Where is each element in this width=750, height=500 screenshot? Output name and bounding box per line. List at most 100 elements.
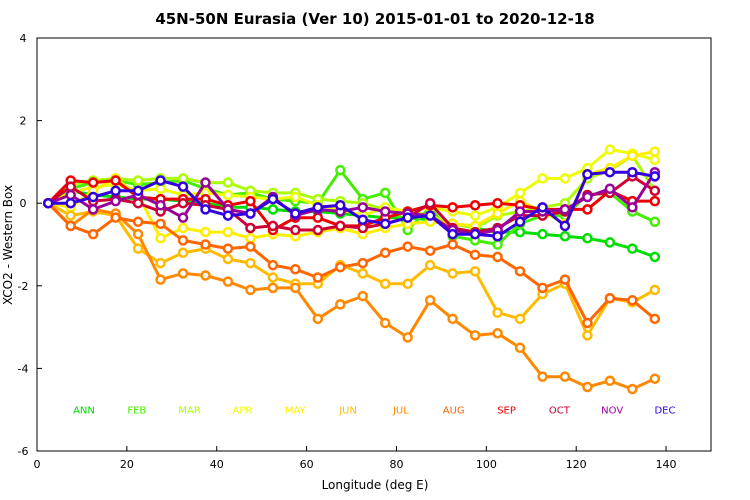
data-point <box>559 173 571 184</box>
y-tick-label: -4 <box>18 362 29 375</box>
x-axis-label: Longitude (deg E) <box>322 478 429 492</box>
data-point <box>492 328 503 339</box>
legend-item: MAY <box>285 406 307 417</box>
data-point <box>222 243 234 254</box>
data-point <box>132 243 144 254</box>
data-point <box>604 375 616 387</box>
chart-title: 45N-50N Eurasia (Ver 10) 2015-01-01 to 2… <box>155 10 594 28</box>
data-point <box>379 247 391 259</box>
y-axis: -6 -4 -2 0 2 4 <box>18 32 42 458</box>
data-point <box>155 233 166 244</box>
data-point <box>447 239 458 250</box>
data-point <box>627 150 638 161</box>
data-point <box>492 230 503 242</box>
data-point <box>604 183 616 194</box>
legend-item: FEB <box>127 406 146 417</box>
data-point <box>312 313 324 325</box>
series-dec <box>42 166 661 242</box>
data-point <box>469 210 481 221</box>
data-point <box>402 332 413 343</box>
legend-item: NOV <box>601 406 623 417</box>
data-point <box>245 195 256 207</box>
series-line <box>47 171 657 236</box>
data-point <box>312 272 324 283</box>
data-point <box>245 257 256 269</box>
data-point <box>649 171 661 182</box>
legend-item: MAR <box>178 406 200 417</box>
series-aug <box>42 197 661 329</box>
data-point <box>87 228 99 240</box>
data-point <box>514 216 526 228</box>
data-point <box>492 239 503 250</box>
legend-item: JUN <box>338 406 357 417</box>
data-point <box>627 383 638 395</box>
data-point <box>559 220 571 232</box>
series-line <box>48 170 656 238</box>
data-point <box>649 251 661 263</box>
data-point <box>177 181 189 192</box>
data-point <box>469 228 481 240</box>
data-point <box>627 295 638 306</box>
data-point <box>537 228 548 240</box>
data-point <box>132 185 144 197</box>
data-point <box>177 212 189 223</box>
data-point <box>267 204 279 215</box>
data-point <box>177 222 189 234</box>
data-point <box>649 154 661 166</box>
y-tick-label: 4 <box>20 32 27 45</box>
data-point <box>65 181 76 192</box>
data-point <box>200 270 211 281</box>
data-point <box>110 195 121 207</box>
y-tick-label: 0 <box>20 197 27 210</box>
data-point <box>245 284 256 296</box>
data-point <box>447 313 458 325</box>
series-layer <box>42 144 661 395</box>
data-point <box>267 259 279 271</box>
legend-item: OCT <box>549 406 571 417</box>
data-point <box>357 290 369 302</box>
data-point <box>312 224 324 236</box>
data-point <box>312 212 324 223</box>
data-point <box>110 212 121 223</box>
data-point <box>559 204 571 215</box>
data-point <box>290 224 301 236</box>
data-point <box>177 235 189 246</box>
data-point <box>469 266 481 277</box>
data-point <box>379 317 391 329</box>
data-point <box>222 253 234 265</box>
data-point <box>222 210 234 221</box>
data-point <box>582 169 593 180</box>
data-point <box>402 241 413 252</box>
x-tick-label: 60 <box>300 458 314 471</box>
data-point <box>514 313 526 325</box>
data-point <box>514 266 526 277</box>
data-point <box>537 173 548 184</box>
data-point <box>627 202 638 213</box>
data-point <box>627 166 638 178</box>
data-point <box>357 202 369 213</box>
data-point <box>424 259 436 271</box>
data-point <box>155 218 166 230</box>
x-tick-label: 80 <box>389 458 403 471</box>
data-point <box>335 200 346 211</box>
data-point <box>155 183 166 194</box>
data-point <box>559 371 571 382</box>
data-point <box>492 197 503 209</box>
data-point <box>649 373 661 384</box>
data-point <box>335 220 346 232</box>
data-point <box>200 204 211 215</box>
data-point <box>132 175 144 186</box>
data-point <box>65 189 76 201</box>
data-point <box>649 195 661 207</box>
data-point <box>447 228 458 240</box>
data-point <box>132 228 144 240</box>
data-point <box>514 187 526 199</box>
data-point <box>177 173 189 184</box>
data-point <box>200 239 211 250</box>
data-point <box>222 177 234 188</box>
data-point <box>87 204 99 215</box>
data-point <box>424 210 436 221</box>
x-axis: 0 20 40 60 80 100 120 140 <box>34 446 677 471</box>
data-point <box>267 272 279 283</box>
data-point <box>132 216 144 228</box>
